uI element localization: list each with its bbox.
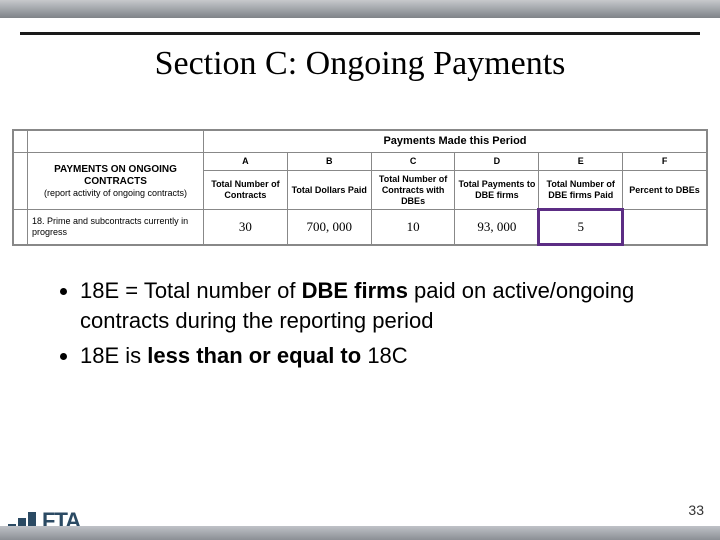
payments-table: Payments Made this Period PAYMENTS ON ON… <box>13 130 707 245</box>
footer-band <box>0 526 720 540</box>
left-header: PAYMENTS ON ONGOING CONTRACTS <box>30 164 201 188</box>
col-label: Percent to DBEs <box>623 170 707 209</box>
col-letter: B <box>287 153 371 171</box>
bullet-list: 18E = Total number of DBE firms paid on … <box>60 276 674 371</box>
col-letter: F <box>623 153 707 171</box>
bullet-text: 18E = Total number of <box>80 278 302 303</box>
bullet-bold: DBE firms <box>302 278 408 303</box>
cell-a: 30 <box>204 210 288 245</box>
cell-d: 93, 000 <box>455 210 539 245</box>
table-section-row: Payments Made this Period <box>14 131 707 153</box>
cell-b: 700, 000 <box>287 210 371 245</box>
blank-cell <box>28 131 204 153</box>
table-letter-row: PAYMENTS ON ONGOING CONTRACTS (report ac… <box>14 153 707 171</box>
col-letter: A <box>204 153 288 171</box>
col-label: Total Number of Contracts <box>204 170 288 209</box>
col-label: Total Payments to DBE firms <box>455 170 539 209</box>
col-letter: C <box>371 153 455 171</box>
left-header-sub: (report activity of ongoing contracts) <box>30 188 201 199</box>
table-data-row: 18. Prime and subcontracts currently in … <box>14 210 707 245</box>
payments-table-wrap: Payments Made this Period PAYMENTS ON ON… <box>12 129 708 246</box>
title-rule <box>20 32 700 35</box>
cell-e: 5 <box>539 210 623 245</box>
left-header-cell: PAYMENTS ON ONGOING CONTRACTS (report ac… <box>28 153 204 210</box>
row-index-cell <box>14 153 28 210</box>
page-title: Section C: Ongoing Payments <box>0 45 720 83</box>
blank-cell <box>14 131 28 153</box>
bullet-text: 18C <box>361 343 407 368</box>
col-letter: D <box>455 153 539 171</box>
bullet-text: 18E is <box>80 343 147 368</box>
row-index <box>14 210 28 245</box>
col-label: Total Number of DBE firms Paid <box>539 170 623 209</box>
cell-f <box>623 210 707 245</box>
bullet-item: 18E = Total number of DBE firms paid on … <box>80 276 674 335</box>
bullet-item: 18E is less than or equal to 18C <box>80 341 674 371</box>
col-label: Total Number of Contracts with DBEs <box>371 170 455 209</box>
col-letter: E <box>539 153 623 171</box>
section-header: Payments Made this Period <box>204 131 707 153</box>
row-label: 18. Prime and subcontracts currently in … <box>28 210 204 245</box>
bullet-bold: less than or equal to <box>147 343 361 368</box>
cell-c: 10 <box>371 210 455 245</box>
top-band <box>0 0 720 18</box>
col-label: Total Dollars Paid <box>287 170 371 209</box>
